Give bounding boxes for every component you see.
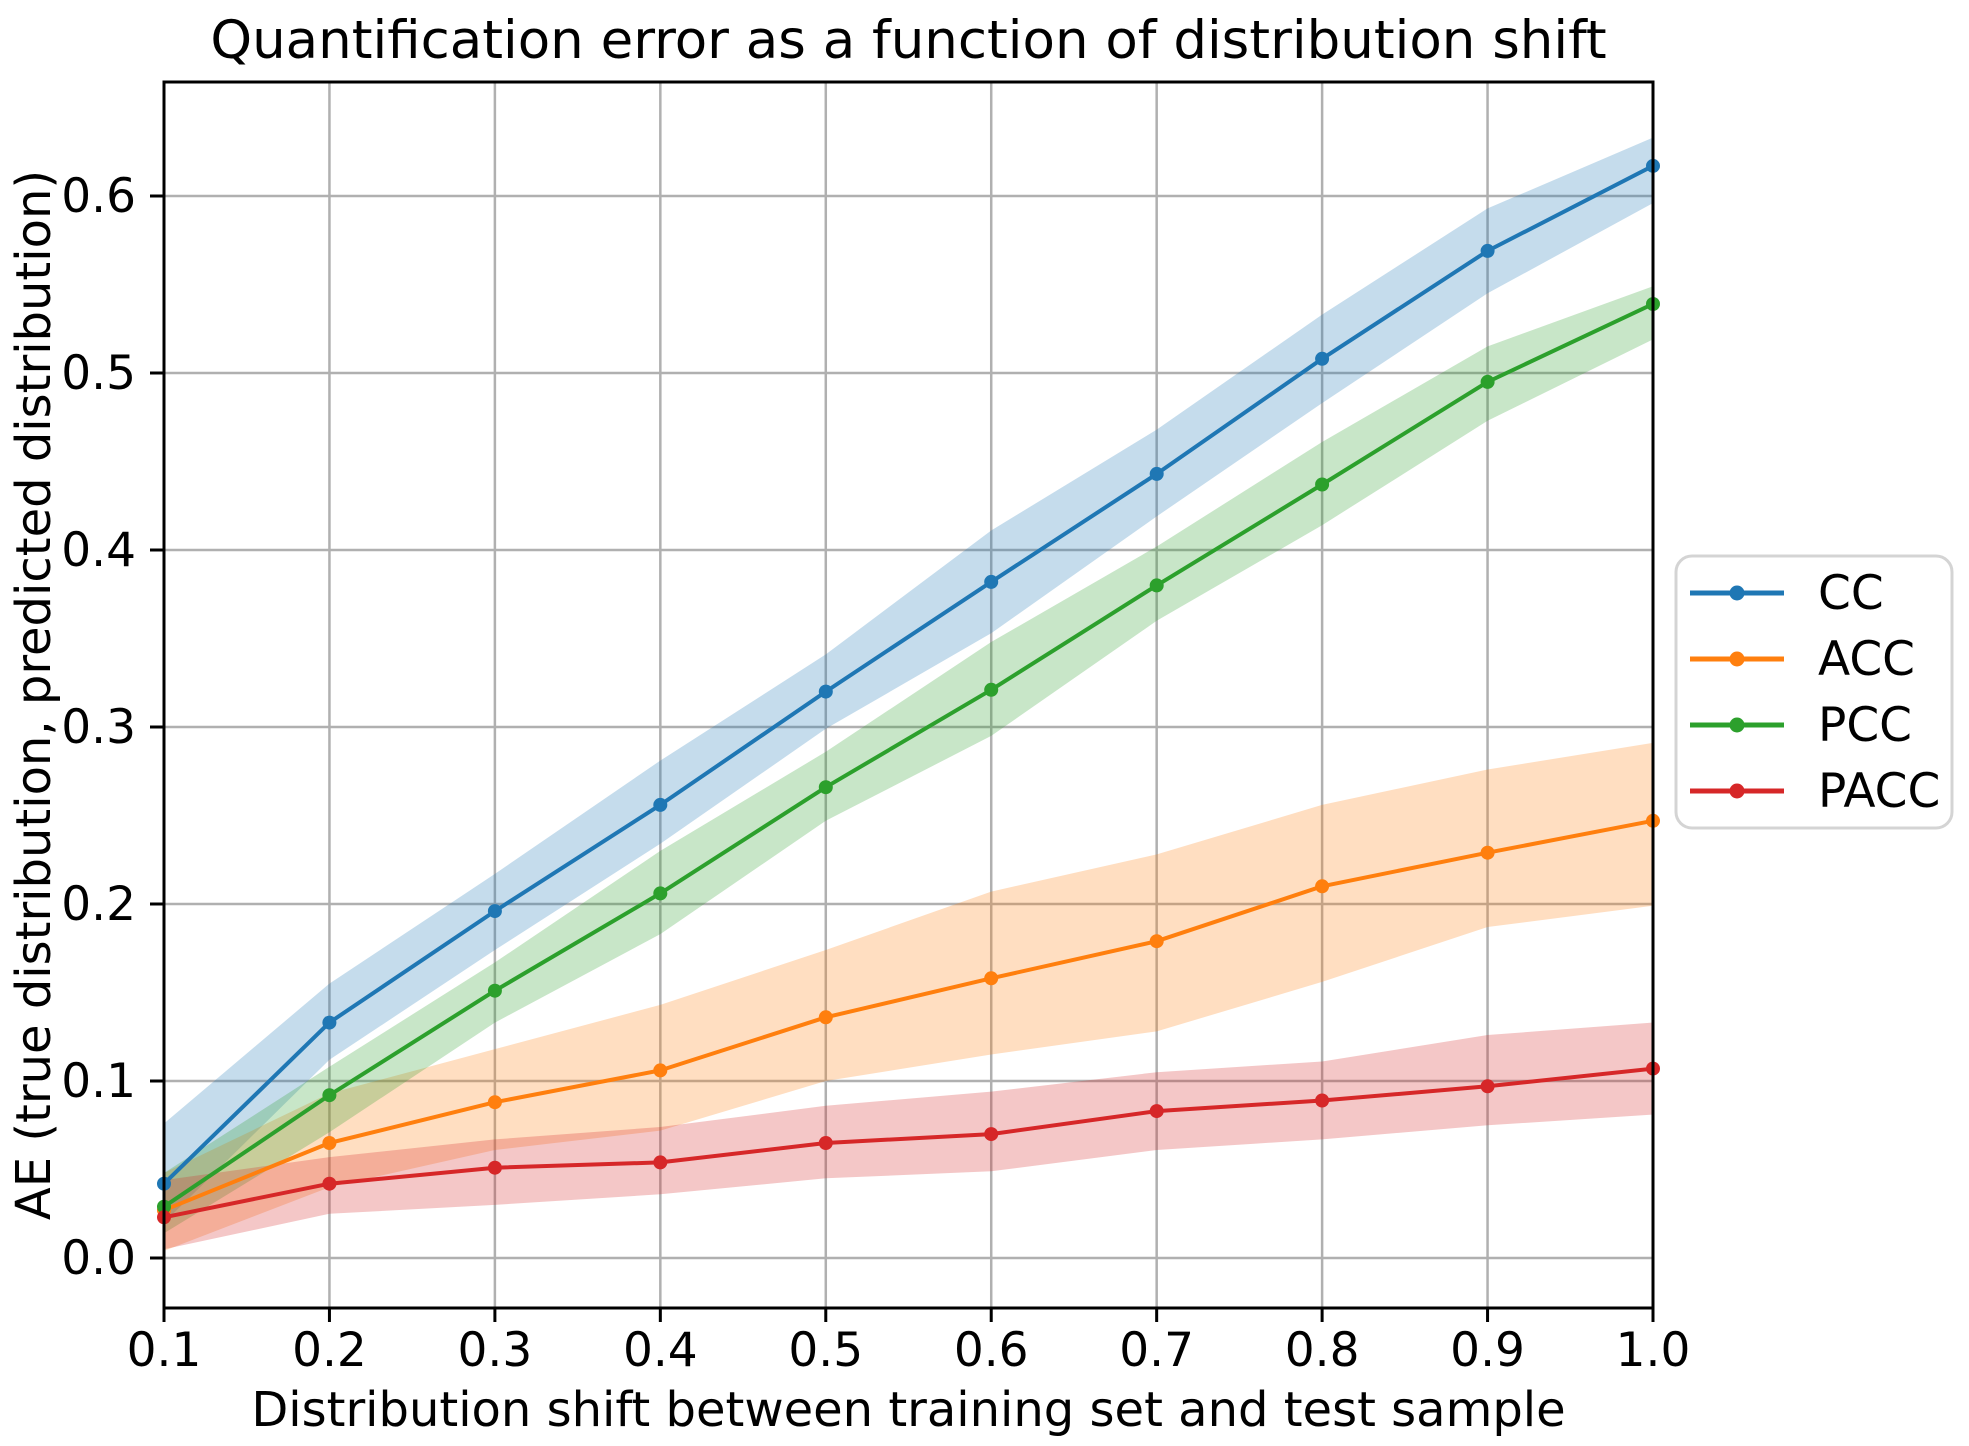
series-marker-PACC [818,1136,833,1150]
series-marker-PCC [1315,477,1330,492]
series-marker-PCC [1480,374,1495,389]
legend-entry-PACC: PACC [1690,764,1940,819]
legend-marker-ACC [1729,651,1745,667]
legend: CC ACC PCC PACC [1674,554,1954,830]
legend-entry-PCC: PCC [1690,698,1912,753]
series-marker-ACC [1480,845,1495,860]
series-CC [157,158,1660,1191]
tick-labels: 0.1 0.2 0.3 0.4 0.5 0.6 0.7 0.8 0.9 1.0 0.0 0.1 0.2 0… [61,169,1690,1378]
x-axis-label: Distribution shift between training set … [251,1382,1565,1438]
series-marker-PACC [1480,1079,1495,1094]
series-marker-ACC [487,1095,502,1110]
y-axis-label: AE (true distribution, predicted distrib… [6,170,62,1220]
x-tick-label: 1.0 [1616,1323,1691,1378]
legend-label-CC: CC [1818,566,1884,621]
legend-entry-CC: CC [1690,566,1884,621]
x-tick-label: 0.1 [127,1323,202,1378]
x-tick-label: 0.9 [1450,1323,1525,1378]
series-line-CC [162,163,1655,1186]
legend-label-PACC: PACC [1818,764,1940,819]
y-tick-label: 0.1 [61,1054,136,1109]
legend-label-PCC: PCC [1818,698,1912,753]
series-band-PACC [164,1022,1653,1250]
confidence-bands [164,137,1653,1251]
series-marker-ACC [653,1063,668,1078]
series-marker-CC [818,684,833,699]
chart-title: Quantification error as a function of di… [210,10,1606,71]
x-tick-label: 0.2 [292,1323,367,1378]
series-PACC [157,1061,1660,1225]
series-marker-CC [1480,243,1495,258]
series-marker-ACC [818,1010,833,1025]
series-marker-PCC [1149,578,1164,593]
series-marker-CC [322,1015,337,1030]
series-marker-ACC [322,1136,337,1150]
y-tick-label: 0.0 [61,1231,136,1286]
series-marker-CC [653,797,668,812]
series-band-CC [164,137,1653,1223]
y-tick-label: 0.6 [61,169,136,224]
ticks [150,194,1655,1322]
series-line-PACC [162,1066,1655,1220]
series-marker-PACC [322,1176,337,1191]
series-band-PCC [164,286,1653,1234]
y-tick-label: 0.4 [61,523,136,578]
axes-frame [162,80,1655,1310]
y-tick-label: 0.5 [61,346,136,401]
series-marker-PACC [653,1155,668,1170]
series-marker-PCC [322,1088,337,1103]
x-tick-label: 0.5 [788,1323,863,1378]
legend-box [1674,554,1954,830]
series-marker-CC [487,904,502,919]
legend-entry-ACC: ACC [1690,632,1915,687]
series-marker-PACC [487,1160,502,1175]
legend-marker-PACC [1729,783,1745,799]
series-marker-PCC [487,983,502,998]
series-marker-ACC [1149,934,1164,949]
series-marker-PACC [984,1127,999,1142]
x-tick-label: 0.8 [1285,1323,1360,1378]
series-ACC [157,813,1660,1218]
series-line-PCC [162,302,1655,1209]
x-tick-label: 0.7 [1119,1323,1194,1378]
legend-label-ACC: ACC [1818,632,1915,687]
x-tick-label: 0.4 [623,1323,698,1378]
x-tick-label: 0.6 [954,1323,1029,1378]
y-tick-label: 0.3 [61,700,136,755]
series-line-ACC [162,818,1655,1213]
series-marker-PACC [1315,1093,1330,1108]
series-marker-PCC [818,780,833,795]
series-marker-CC [1315,351,1330,366]
series-marker-ACC [984,971,999,986]
series-marker-PCC [984,682,999,697]
legend-marker-PCC [1729,717,1745,733]
series-marker-PACC [1149,1104,1164,1119]
x-tick-label: 0.3 [458,1323,533,1378]
legend-marker-CC [1729,585,1745,601]
y-tick-label: 0.2 [61,877,136,932]
series-marker-CC [984,574,999,589]
series-marker-ACC [1315,879,1330,894]
series-marker-PCC [653,886,668,901]
series-marker-CC [1149,466,1164,481]
